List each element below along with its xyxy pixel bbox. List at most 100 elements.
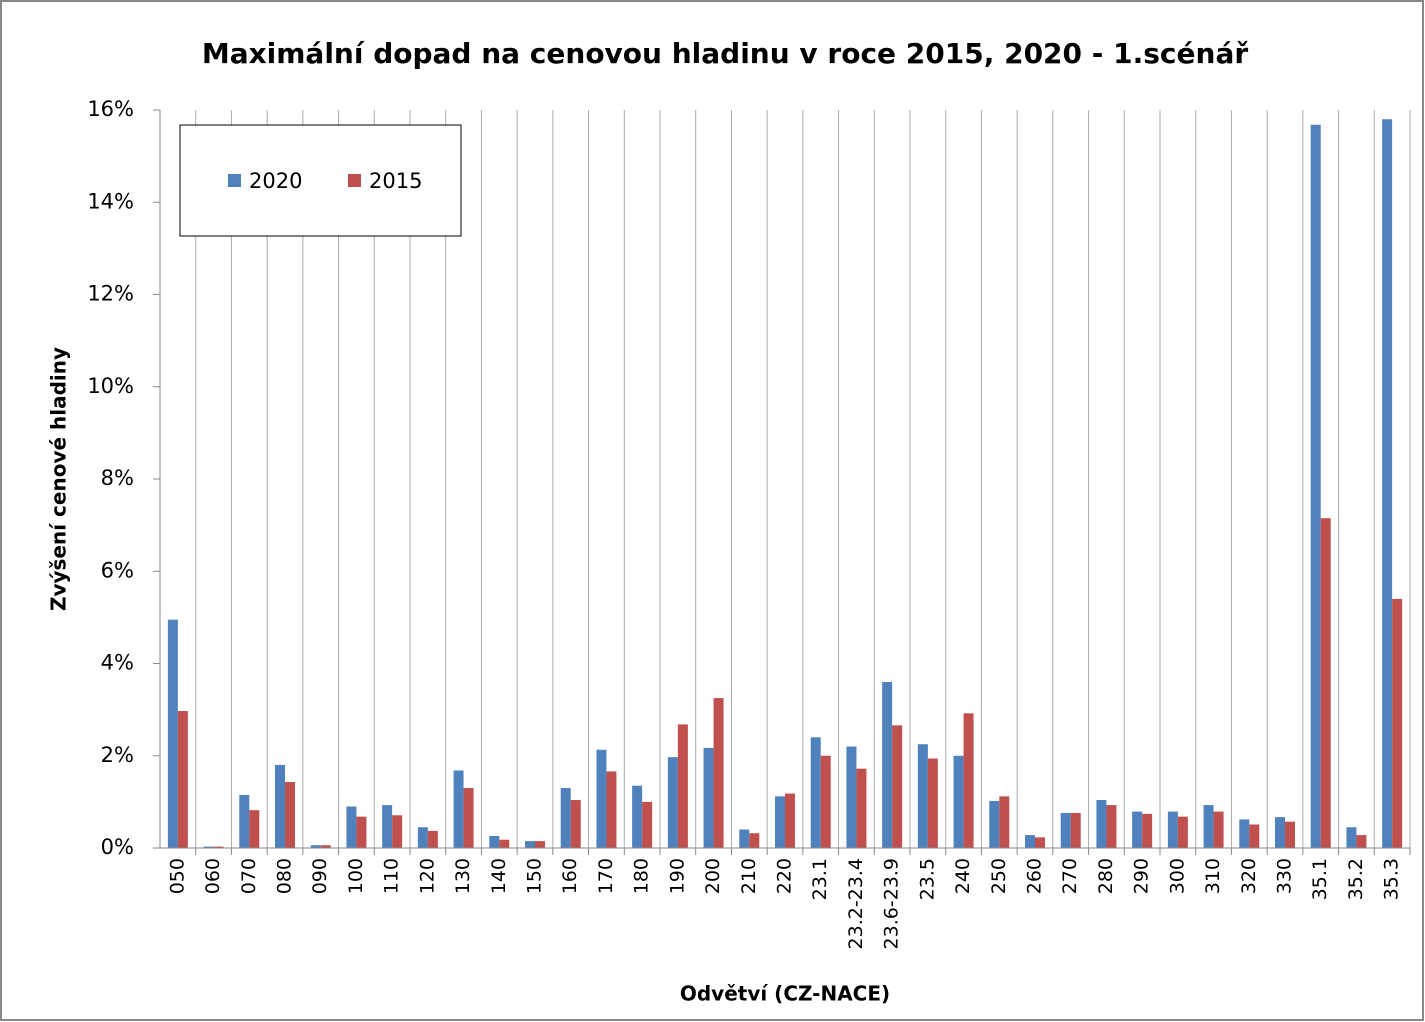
bar (1142, 813, 1153, 848)
bar (177, 711, 188, 848)
x-tick-label: 35.2 (1345, 858, 1367, 900)
bar (1285, 821, 1295, 848)
y-tick-label: 0% (101, 835, 134, 859)
y-tick-label: 4% (101, 651, 134, 675)
bar (285, 782, 295, 848)
bar (560, 788, 571, 848)
bar (453, 770, 464, 848)
legend-swatch (348, 174, 361, 187)
bar (1035, 837, 1045, 848)
bar (320, 845, 331, 848)
y-tick-label: 8% (101, 466, 134, 490)
bar (1203, 805, 1214, 848)
bar (606, 771, 617, 848)
x-tick-label: 100 (345, 858, 367, 894)
bar (632, 785, 643, 848)
bar (310, 845, 321, 848)
legend-label: 2020 (249, 169, 302, 193)
x-tick-label: 23.5 (916, 858, 938, 900)
legend-label: 2015 (369, 169, 422, 193)
bar (713, 698, 724, 848)
bar (346, 806, 357, 848)
bar (1249, 824, 1260, 848)
x-tick-label: 140 (488, 858, 510, 894)
bar (570, 800, 581, 848)
x-tick-label: 35.3 (1381, 858, 1403, 900)
x-tick-label: 180 (631, 858, 653, 894)
x-tick-label: 090 (309, 858, 331, 894)
bar (785, 793, 795, 848)
y-tick-label: 16% (87, 97, 134, 121)
bar (1025, 835, 1035, 848)
bar (382, 805, 393, 848)
legend-box (179, 124, 462, 237)
x-tick-label: 35.1 (1309, 858, 1331, 900)
bar (427, 830, 438, 848)
bar (667, 757, 678, 848)
y-axis-label: Zvýšení cenové hladiny (47, 347, 71, 611)
bar (1346, 827, 1357, 848)
bar (489, 836, 500, 848)
bar (856, 768, 867, 848)
bar (810, 737, 821, 848)
bar (249, 810, 260, 848)
bar (392, 815, 403, 848)
bar (499, 839, 510, 848)
bar (1382, 119, 1393, 849)
bar (1275, 817, 1285, 848)
x-tick-label: 170 (595, 858, 617, 894)
bar (1070, 812, 1081, 848)
x-tick-label: 250 (988, 858, 1010, 894)
y-tick-label: 14% (87, 189, 134, 213)
x-tick-label: 240 (952, 858, 974, 894)
bar (1167, 811, 1178, 848)
bar (1310, 124, 1321, 848)
x-tick-label: 080 (274, 858, 296, 894)
bar (1132, 811, 1143, 848)
x-tick-label: 190 (666, 858, 688, 894)
x-tick-label: 120 (416, 858, 438, 894)
bar (917, 744, 928, 848)
bar (677, 724, 688, 848)
bar (820, 755, 831, 848)
x-tick-label: 060 (202, 858, 224, 894)
x-tick-label: 260 (1024, 858, 1046, 894)
bar (953, 755, 964, 848)
bar (1060, 812, 1071, 848)
bar (1392, 598, 1403, 848)
bar (999, 796, 1010, 848)
x-tick-label: 160 (559, 858, 581, 894)
bar (535, 841, 545, 848)
bar (203, 846, 214, 848)
bar (1239, 819, 1250, 848)
bar (525, 841, 535, 848)
bar (1106, 805, 1117, 848)
x-tick-label: 130 (452, 858, 474, 894)
x-tick-label: 290 (1131, 858, 1153, 894)
legend-swatch (228, 174, 241, 187)
bar (989, 800, 1000, 848)
bar (417, 827, 428, 848)
bar (1213, 811, 1224, 848)
chart-title: Maximální dopad na cenovou hladinu v roc… (202, 37, 1249, 70)
x-axis-label: Odvětví (CZ-NACE) (680, 982, 890, 1006)
bar (775, 796, 785, 848)
bar (213, 846, 224, 848)
x-tick-label: 23.6-23.9 (881, 858, 903, 949)
bar (1177, 816, 1188, 848)
x-tick-label: 150 (524, 858, 546, 894)
bar (892, 725, 903, 848)
bar (1356, 835, 1367, 848)
y-tick-label: 10% (87, 374, 134, 398)
bar (882, 681, 893, 848)
bar (1096, 800, 1107, 848)
bar (239, 794, 250, 848)
x-tick-label: 23.1 (809, 858, 831, 900)
bar (642, 801, 653, 848)
bar (1320, 518, 1331, 848)
x-tick-label: 050 (166, 858, 188, 894)
bar (963, 713, 974, 848)
y-tick-label: 2% (101, 743, 134, 767)
x-tick-label: 280 (1095, 858, 1117, 894)
y-tick-label: 12% (87, 282, 134, 306)
